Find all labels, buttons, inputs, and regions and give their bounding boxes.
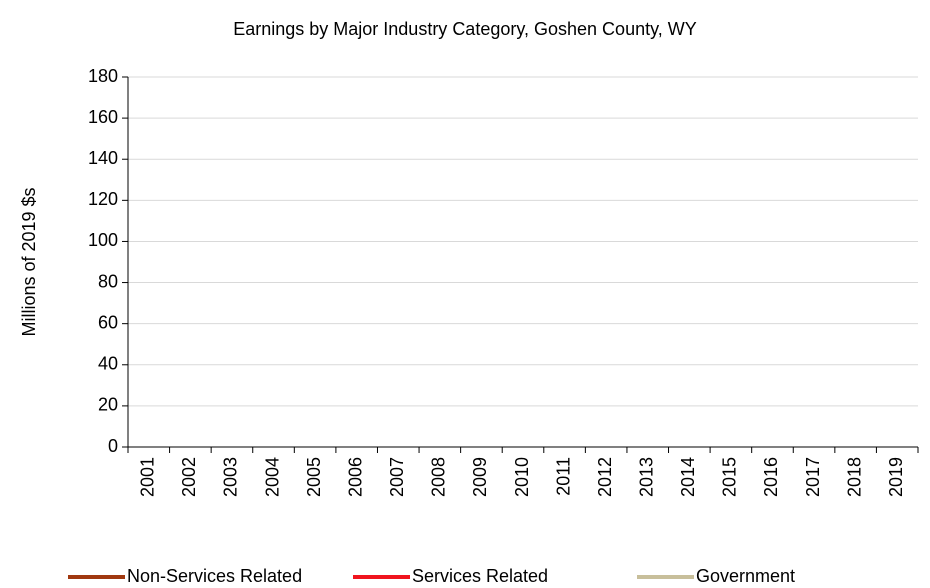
x-tick-label: 2004	[262, 457, 282, 497]
y-tick-label: 20	[98, 395, 118, 415]
y-tick-label: 80	[98, 271, 118, 291]
y-tick-label: 100	[88, 230, 118, 250]
x-tick-label: 2007	[387, 457, 407, 497]
x-tick-label: 2003	[221, 457, 241, 497]
legend-label: Services Related	[412, 566, 548, 586]
y-tick-label: 40	[98, 354, 118, 374]
y-tick-label: 120	[88, 189, 118, 209]
y-tick-label: 140	[88, 148, 118, 168]
x-tick-label: 2011	[553, 457, 573, 496]
y-axis-title: Millions of 2019 $s	[19, 187, 39, 336]
x-tick-label: 2019	[886, 457, 906, 497]
legend-label: Non-Services Related	[127, 566, 302, 586]
x-tick-label: 2002	[179, 457, 199, 497]
y-tick-label: 160	[88, 107, 118, 127]
x-tick-label: 2010	[512, 457, 532, 497]
y-tick-label: 60	[98, 312, 118, 332]
x-tick-label: 2005	[304, 457, 324, 497]
x-tick-label: 2008	[429, 457, 449, 497]
x-tick-label: 2012	[595, 457, 615, 497]
y-tick-label: 180	[88, 66, 118, 86]
chart-title: Earnings by Major Industry Category, Gos…	[233, 19, 697, 39]
x-tick-label: 2006	[345, 457, 365, 497]
y-tick-label: 0	[108, 436, 118, 456]
x-tick-label: 2014	[678, 457, 698, 497]
x-tick-label: 2018	[844, 457, 864, 497]
x-tick-label: 2013	[636, 457, 656, 497]
x-tick-label: 2016	[761, 457, 781, 497]
x-tick-label: 2017	[803, 457, 823, 497]
x-tick-label: 2015	[720, 457, 740, 497]
x-tick-label: 2001	[138, 457, 158, 497]
x-tick-label: 2009	[470, 457, 490, 497]
legend-label: Government	[696, 566, 795, 586]
